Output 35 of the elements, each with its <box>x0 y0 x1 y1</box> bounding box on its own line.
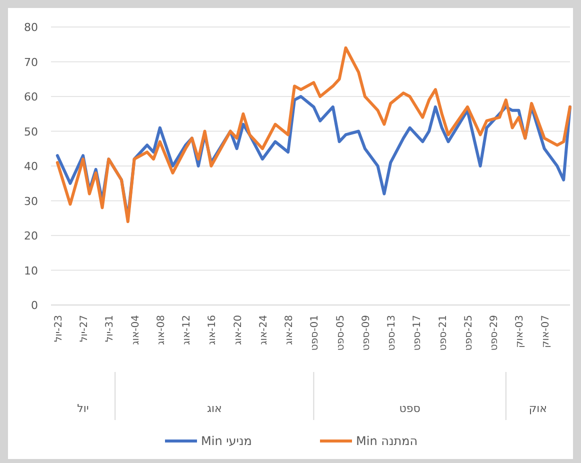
x-tick-label: 04-אוג <box>130 315 142 345</box>
x-tick-label: 28-אוג <box>284 315 296 345</box>
y-tick-label: 40 <box>24 160 38 173</box>
y-tick-label: 50 <box>24 125 38 138</box>
x-tick-label: 01-ספט <box>310 315 321 351</box>
x-tick-label: 05-ספט <box>335 315 346 351</box>
x-tick-label: 13-ספט <box>386 315 398 351</box>
x-tick-label: 03-אוק <box>514 315 526 348</box>
text: אוק <box>528 402 548 415</box>
text: אוג <box>206 402 222 415</box>
y-tick-label: 20 <box>24 230 38 242</box>
x-tick-label: 24-אוג <box>258 315 270 345</box>
y-tick-label: 10 <box>24 264 38 278</box>
x-tick-label: 23-יול <box>53 315 64 342</box>
x-tick-label: 12-אוג <box>182 315 193 345</box>
x-tick-label: 07-אוק <box>540 315 552 348</box>
x-tick-label: 09-ספט <box>360 315 372 351</box>
x-tick-label: 16-אוג <box>207 315 218 345</box>
text: יול <box>77 402 89 415</box>
y-tick-label: 60 <box>24 90 38 104</box>
legend-label: מניעי Min <box>201 434 252 448</box>
y-tick-label: 70 <box>24 56 38 69</box>
x-tick-label: 31-יול <box>104 315 116 342</box>
legend-label: המתנה Min <box>356 434 418 448</box>
x-tick-label: 17-ספט <box>412 315 424 351</box>
y-tick-label: 80 <box>24 21 38 34</box>
x-tick-label: 29-ספט <box>489 315 500 351</box>
x-tick-label: 27-יול <box>79 315 90 342</box>
text: ספט <box>399 402 420 415</box>
x-tick-label: 25-ספט <box>463 315 474 351</box>
x-tick-label: 20-אוג <box>232 315 244 345</box>
x-tick-label: 08-אוג <box>156 315 167 345</box>
x-tick-label: 21-ספט <box>438 315 449 351</box>
y-tick-label: 0 <box>31 299 38 312</box>
y-tick-label: 30 <box>24 194 38 208</box>
